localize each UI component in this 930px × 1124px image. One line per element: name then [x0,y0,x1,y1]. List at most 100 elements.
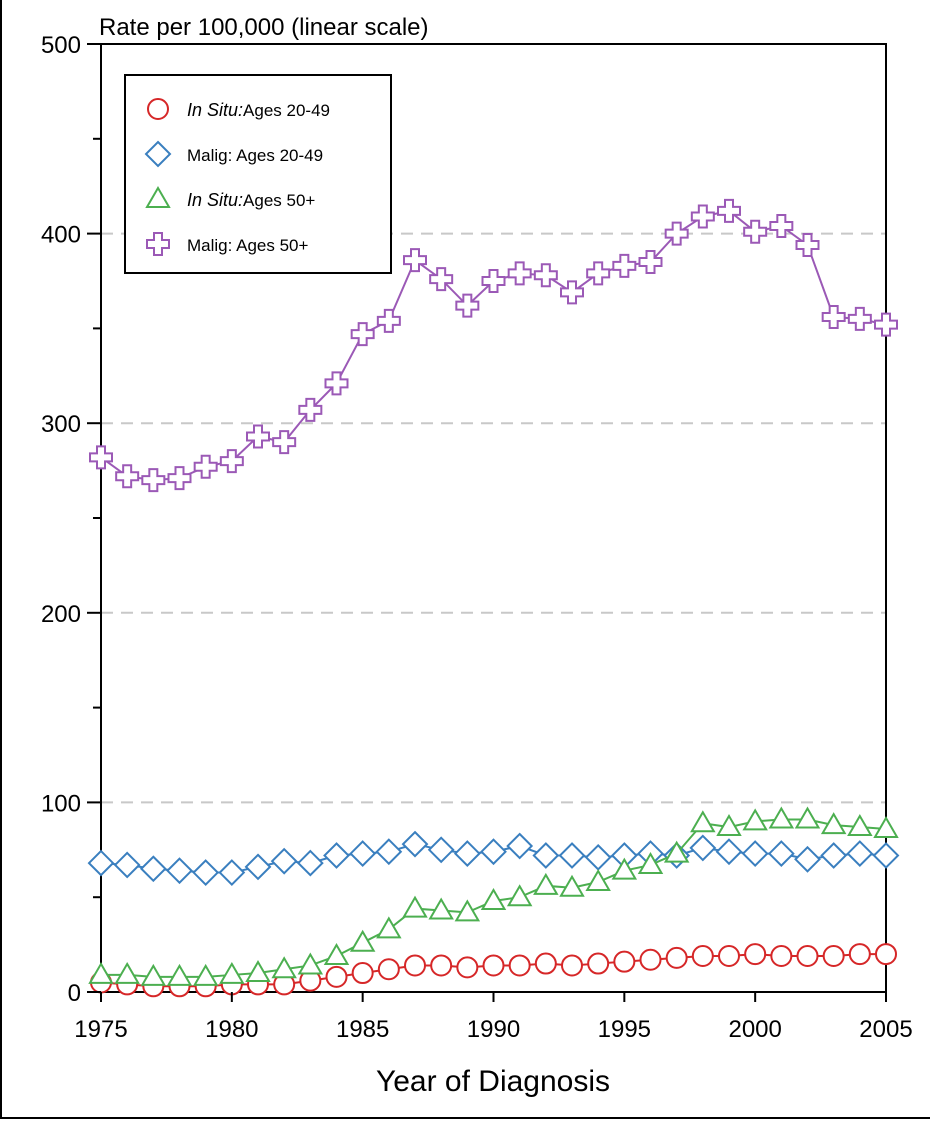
data-point-1-1984 [323,842,350,869]
legend-marker-1 [144,140,172,168]
data-point-2-1996 [637,851,664,874]
data-point-3-1980 [219,449,244,474]
data-point-2-1983 [297,952,324,975]
data-point-2-1975 [88,961,114,984]
data-point-3-2000 [743,219,768,244]
data-point-0-2000 [744,943,767,966]
data-point-0-1997 [665,946,688,969]
data-point-2-1995 [611,857,638,880]
data-point-2-2000 [742,808,768,831]
data-point-2-1987 [402,895,428,918]
data-point-3-2001 [769,214,794,239]
x-tick-label-1990: 1990 [467,1016,520,1043]
series-3 [89,198,898,493]
y-tick-label-400: 400 [41,222,81,249]
data-point-1-1990 [480,838,507,866]
data-point-2-1978 [166,963,193,986]
legend-text-1: Malig: Ages 20-49 [187,146,323,165]
data-point-3-1994 [586,261,611,286]
legend-marker-2 [145,186,171,208]
x-tick-label-1980: 1980 [205,1016,258,1043]
data-point-1-1985 [349,840,377,868]
data-point-1-1978 [166,857,193,885]
data-point-1-1977 [139,855,167,883]
data-point-0-1999 [718,944,740,967]
data-point-2-1992 [533,872,559,895]
legend-italic-0: In Situ: [187,100,243,120]
data-point-1-1980 [218,859,246,886]
data-point-3-1987 [403,248,427,273]
data-point-3-1978 [167,466,192,491]
data-point-2-1980 [219,961,245,984]
data-point-3-1984 [324,371,349,396]
data-point-0-2001 [770,944,793,967]
grid-lines [101,232,886,804]
data-point-1-1987 [401,830,429,858]
data-point-3-1989 [455,293,480,318]
data-point-1-1994 [584,843,612,871]
data-point-3-1976 [115,464,140,489]
data-point-0-2003 [822,944,845,967]
data-point-1-1981 [244,853,272,881]
data-point-3-1993 [560,280,584,305]
data-point-0-1995 [613,950,636,973]
data-point-2-2002 [794,806,821,829]
data-point-0-1984 [325,965,348,988]
data-point-1-2005 [872,842,900,869]
data-point-2-1979 [192,963,219,986]
data-point-3-1979 [193,454,218,479]
data-point-1-1979 [192,859,220,886]
data-point-2-1985 [349,929,376,952]
data-point-1-1989 [453,840,481,868]
data-point-1-1982 [270,847,298,875]
data-point-3-2004 [847,306,872,331]
data-point-0-1991 [508,954,531,977]
legend-label-3: Malig: Ages 50+ [187,236,309,255]
data-point-2-1993 [559,874,585,897]
data-point-3-2003 [821,305,846,330]
data-point-1-1991 [506,832,534,860]
series-2 [88,806,899,986]
data-point-3-1995 [612,253,637,278]
y-tick-label-100: 100 [41,790,81,817]
data-point-2-1990 [480,887,507,910]
legend-italic-2: In Situ: [187,190,243,210]
data-point-3-1975 [89,445,113,470]
data-point-1-1998 [689,834,717,862]
data-point-2-1984 [323,942,350,965]
data-point-1-1983 [296,849,324,877]
data-point-3-1997 [664,221,689,246]
data-point-2-1981 [245,960,271,983]
data-point-0-2002 [796,944,819,967]
data-point-0-1992 [534,952,557,975]
series-0 [90,943,897,998]
x-tick-label-2005: 2005 [859,1016,912,1043]
data-point-0-1989 [456,956,479,979]
data-point-3-1981 [246,424,270,449]
data-point-0-1990 [482,954,505,977]
data-point-3-1990 [481,269,506,293]
data-point-2-1988 [428,897,454,920]
data-point-3-2002 [795,232,820,257]
data-point-2-1989 [454,899,481,922]
data-point-0-2004 [848,943,871,966]
x-tick-label-2000: 2000 [728,1016,781,1043]
y-tick-label-300: 300 [41,411,81,438]
data-point-2-2001 [768,806,795,829]
legend-label-1: Malig: Ages 20-49 [187,146,323,165]
data-point-2-1999 [716,814,742,837]
legend-text-2: Ages 50+ [243,191,315,210]
data-point-3-1977 [141,468,166,493]
data-point-2-1994 [585,869,611,892]
data-point-0-1994 [587,952,610,975]
data-point-2-2004 [847,814,873,837]
data-point-0-1986 [377,958,400,981]
y-axis-ticks: 0 100 200 300 400 500 [41,32,101,1007]
data-point-0-1993 [561,954,583,977]
legend-text-0: Ages 20-49 [243,101,330,120]
data-point-3-1996 [638,250,663,275]
data-point-2-1997 [663,840,690,863]
data-point-1-2004 [846,840,874,868]
